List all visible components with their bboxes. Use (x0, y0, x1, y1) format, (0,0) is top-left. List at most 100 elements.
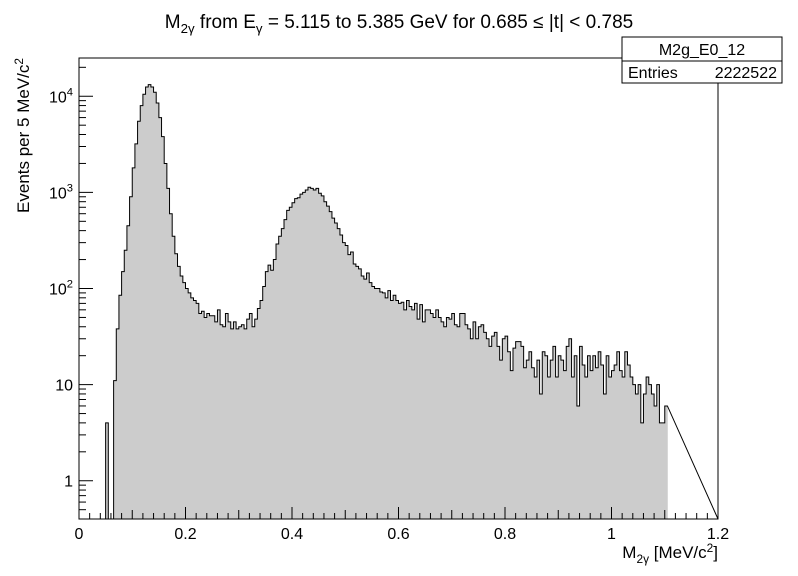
histogram-bin (635, 393, 639, 519)
histogram-bin (451, 313, 455, 519)
histogram-bin (236, 328, 240, 519)
histogram-bin (457, 326, 461, 519)
histogram-bin (204, 317, 208, 519)
histogram-bin (425, 309, 429, 519)
histogram-bin (648, 384, 652, 519)
histogram-bin (158, 117, 162, 519)
histogram-bin (398, 303, 402, 519)
histogram-bin (465, 324, 469, 519)
histogram-bin (470, 338, 474, 519)
histogram-bin (582, 365, 586, 519)
histogram-bin (467, 328, 471, 519)
y-tick-label: 10 (55, 378, 73, 395)
histogram-bin (598, 351, 602, 519)
histogram-bin (584, 377, 588, 519)
histogram-bin (142, 94, 146, 520)
histogram-bin (664, 405, 668, 519)
histogram-bin (145, 86, 149, 519)
histogram-bin (166, 188, 170, 519)
histogram-bin (169, 213, 173, 519)
histogram-bin (172, 236, 176, 519)
histogram-bin (390, 300, 394, 519)
histogram-bin (417, 319, 421, 519)
histogram-bin (560, 360, 564, 519)
histogram-bin (134, 143, 138, 519)
histogram-bin (539, 393, 543, 519)
y-tick-label: 103​ (49, 182, 73, 202)
histogram-bin (225, 313, 229, 519)
histogram-bin (278, 236, 282, 519)
histogram-bin (624, 351, 628, 519)
histogram-bin (592, 355, 596, 519)
histogram-bin (339, 235, 343, 519)
histogram-bin (374, 288, 378, 519)
histogram-bin (113, 380, 117, 519)
histogram-outline (102, 84, 719, 520)
histogram-bin (148, 84, 152, 519)
histogram-bin (265, 271, 269, 519)
histogram-bin (105, 422, 109, 519)
histogram-bin (443, 326, 447, 519)
histogram-bin (121, 271, 125, 519)
histogram-bin (180, 275, 184, 519)
histogram-bin (411, 309, 415, 519)
x-tick-label: 0.8 (494, 526, 516, 543)
histogram-bin (350, 251, 354, 519)
y-axis-label: Events per 5 MeV/c2​ (12, 58, 33, 213)
histogram-bars (102, 84, 719, 520)
histogram-bin (206, 313, 210, 519)
histogram-bin (638, 384, 642, 519)
histogram-bin (494, 332, 498, 519)
histogram-bin (489, 346, 493, 519)
histogram-bin (177, 266, 181, 519)
histogram-bin (238, 326, 242, 519)
histogram-bin (294, 198, 298, 520)
histogram-bin (132, 167, 136, 519)
histogram-bin (576, 405, 580, 519)
stats-entries-label: Entries (628, 65, 678, 82)
histogram-bin (499, 360, 503, 519)
histogram-bin (164, 163, 168, 519)
histogram-bin (414, 303, 418, 519)
histogram-bin (574, 355, 578, 519)
histogram-bin (150, 86, 154, 519)
histogram-bin (214, 321, 218, 519)
histogram-bin (632, 384, 636, 519)
histogram-bin (254, 319, 258, 519)
histogram-bin (622, 377, 626, 519)
x-tick-label: 0.2 (174, 526, 196, 543)
histogram-bin (523, 367, 527, 519)
histogram-bin (502, 338, 506, 519)
histogram-bin (611, 370, 615, 519)
histogram-bin (587, 355, 591, 519)
histogram-bin (571, 377, 575, 519)
histogram-bin (630, 377, 634, 519)
histogram-bin (542, 351, 546, 519)
histogram-bin (406, 300, 410, 519)
histogram-bin (419, 304, 423, 519)
histogram-bin (228, 321, 232, 519)
x-tick-label: 0.6 (387, 526, 409, 543)
histogram-bin (555, 377, 559, 519)
histogram-bin (182, 282, 186, 519)
histogram-bin (310, 188, 314, 519)
histogram-bin (627, 365, 631, 519)
histogram-bin (137, 121, 141, 520)
histogram-bin (323, 201, 327, 519)
histogram-bin (321, 195, 325, 520)
histogram-bin (526, 360, 530, 519)
histogram-bin (651, 393, 655, 519)
histogram-bin (118, 295, 122, 519)
histogram-bin (603, 393, 607, 519)
histogram-bin (536, 360, 540, 519)
histogram-bin (486, 338, 490, 519)
chart-title: M2γ​ from Eγ​ = 5.115 to 5.385 GeV for 0… (165, 12, 633, 36)
histogram-bin (337, 228, 341, 519)
histogram-bin (305, 189, 309, 519)
stats-box: M2g_E0_12 Entries 2222522 (621, 36, 783, 84)
histogram-bin (395, 300, 399, 519)
histogram-bin (246, 319, 250, 519)
histogram-bin (124, 250, 128, 519)
histogram-bin (260, 300, 264, 519)
